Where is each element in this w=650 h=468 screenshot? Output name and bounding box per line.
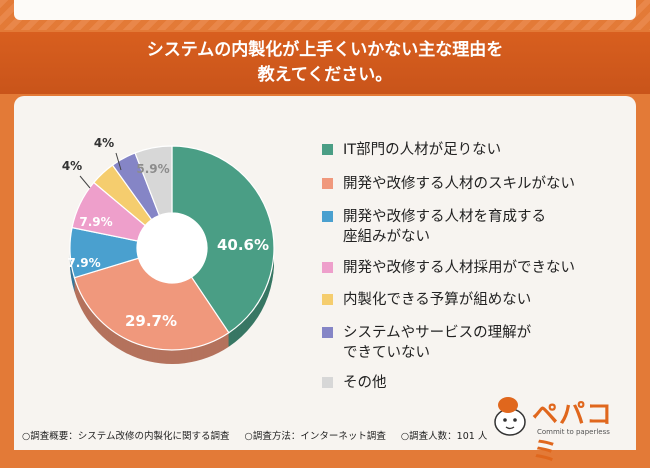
title-line-1: システムの内製化が上手くいかない主な理由を: [146, 40, 504, 60]
slice-value-label: 7.9%: [67, 256, 100, 270]
slice-value-label: 5.9%: [136, 162, 169, 176]
legend-item-hiring: 開発や改修する人材採用ができない: [322, 258, 575, 278]
donut-hole: [137, 213, 207, 283]
legend-item-skill-lacking: 開発や改修する人材のスキルがない: [322, 174, 575, 194]
respondents-note: ○調査人数：101 人: [400, 431, 488, 442]
legend-label: 内製化できる予算が組めない: [343, 292, 532, 308]
legend-swatch: [322, 262, 333, 273]
legend-item-system-understanding: システムやサービスの理解が できていない: [322, 323, 531, 363]
legend-item-other: その他: [322, 373, 387, 393]
legend-label: その他: [343, 375, 387, 391]
survey-outline-note: ○調査概要：システム改修の内製化に関する調査: [22, 431, 230, 442]
brand-tagline: Commit to paperless: [537, 428, 610, 436]
top-card-edge: [14, 0, 636, 20]
mascot-icon: [494, 397, 526, 436]
survey-method-note: ○調査方法：インターネット調査: [244, 431, 386, 442]
legend-swatch: [322, 294, 333, 305]
slice-value-label: 29.7%: [125, 312, 177, 330]
legend-label: IT部門の人材が足りない: [343, 142, 502, 158]
legend-label: 開発や改修する人材採用ができない: [343, 260, 575, 276]
legend-label: 開発や改修する人材を育成する 座組みがない: [343, 209, 546, 245]
legend-item-it-staff-shortage: IT部門の人材が足りない: [322, 140, 501, 160]
legend-item-training-framework: 開発や改修する人材を育成する 座組みがない: [322, 207, 546, 247]
legend-item-budget: 内製化できる予算が組めない: [322, 290, 531, 310]
slice-value-label: 4%: [94, 136, 114, 150]
title-banner: システムの内製化が上手くいかない主な理由を 教えてください。: [0, 32, 650, 94]
brand-logo: ペパコミ Commit to paperless: [488, 392, 628, 467]
legend-swatch: [322, 327, 333, 338]
donut-chart: 40.6% 29.7% 7.9% 7.9% 4% 4% 5.9%: [62, 136, 275, 364]
leader-line: [79, 175, 91, 189]
legend-swatch: [322, 211, 333, 222]
legend-swatch: [322, 144, 333, 155]
survey-footer: ○調査概要：システム改修の内製化に関する調査 ○調査方法：インターネット調査 ○…: [22, 428, 499, 442]
title-line-2: 教えてください。: [257, 65, 393, 85]
legend-swatch: [322, 178, 333, 189]
legend-label: システムやサービスの理解が できていない: [343, 325, 532, 361]
leader-line: [115, 152, 122, 171]
legend-swatch: [322, 377, 333, 388]
slice-value-label: 40.6%: [217, 236, 269, 254]
legend-label: 開発や改修する人材のスキルがない: [343, 176, 575, 192]
slice-value-label: 4%: [62, 159, 82, 173]
slice-value-label: 7.9%: [79, 215, 112, 229]
